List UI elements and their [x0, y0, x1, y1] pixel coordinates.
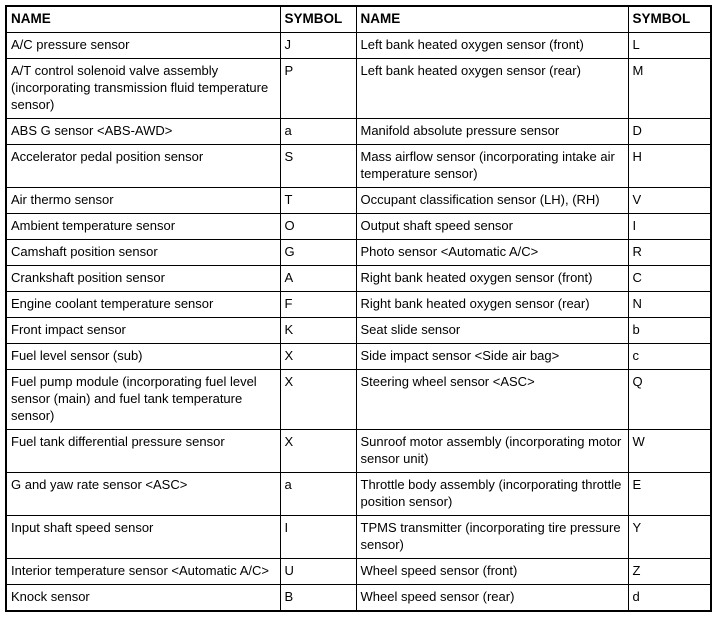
- sensor-name-cell: Fuel level sensor (sub): [5, 343, 281, 370]
- symbol-cell: E: [627, 472, 712, 516]
- table-row: Interior temperature sensor <Automatic A…: [5, 558, 712, 585]
- symbol-cell: A: [279, 265, 357, 292]
- table-row: Front impact sensor K Seat slide sensor b: [5, 317, 712, 344]
- symbol-cell: Z: [627, 558, 712, 585]
- table-row: Fuel pump module (incorporating fuel lev…: [5, 369, 712, 430]
- sensor-name-cell: Steering wheel sensor <ASC>: [355, 369, 629, 430]
- sensor-name-cell: Accelerator pedal position sensor: [5, 144, 281, 188]
- symbol-cell: R: [627, 239, 712, 266]
- symbol-cell: T: [279, 187, 357, 214]
- sensor-name-cell: Mass airflow sensor (incorporating intak…: [355, 144, 629, 188]
- sensor-name-cell: Left bank heated oxygen sensor (rear): [355, 58, 629, 119]
- symbol-cell: O: [279, 213, 357, 240]
- symbol-cell: G: [279, 239, 357, 266]
- symbol-cell: N: [627, 291, 712, 318]
- sensor-name-cell: Right bank heated oxygen sensor (rear): [355, 291, 629, 318]
- symbol-cell: M: [627, 58, 712, 119]
- sensor-name-cell: Seat slide sensor: [355, 317, 629, 344]
- table-row: Ambient temperature sensor O Output shaft …: [5, 213, 712, 240]
- sensor-name-cell: ABS G sensor <ABS-AWD>: [5, 118, 281, 145]
- symbol-cell: X: [279, 343, 357, 370]
- table-row: Engine coolant temperature sensor F Right …: [5, 291, 712, 318]
- column-header-symbol-right: SYMBOL: [627, 5, 712, 33]
- sensor-name-cell: Front impact sensor: [5, 317, 281, 344]
- table-row: G and yaw rate sensor <ASC> a Throttle bod…: [5, 472, 712, 516]
- symbol-cell: Q: [627, 369, 712, 430]
- sensor-name-cell: Camshaft position sensor: [5, 239, 281, 266]
- symbol-cell: D: [627, 118, 712, 145]
- sensor-name-cell: Ambient temperature sensor: [5, 213, 281, 240]
- symbol-cell: U: [279, 558, 357, 585]
- sensor-name-cell: Sunroof motor assembly (incorporating mo…: [355, 429, 629, 473]
- symbol-cell: S: [279, 144, 357, 188]
- sensor-name-cell: Crankshaft position sensor: [5, 265, 281, 292]
- sensor-name-cell: Fuel pump module (incorporating fuel lev…: [5, 369, 281, 430]
- sensor-name-cell: Right bank heated oxygen sensor (front): [355, 265, 629, 292]
- sensor-name-cell: Left bank heated oxygen sensor (front): [355, 32, 629, 59]
- sensor-name-cell: Photo sensor <Automatic A/C>: [355, 239, 629, 266]
- sensor-name-cell: Knock sensor: [5, 584, 281, 612]
- sensor-name-cell: Manifold absolute pressure sensor: [355, 118, 629, 145]
- column-header-name-right: NAME: [355, 5, 629, 33]
- table-row: A/C pressure sensor J Left bank heated oxy…: [5, 32, 712, 59]
- sensor-name-cell: Wheel speed sensor (front): [355, 558, 629, 585]
- table-row: A/T control solenoid valve assembly (inc…: [5, 58, 712, 119]
- sensor-name-cell: Side impact sensor <Side air bag>: [355, 343, 629, 370]
- symbol-cell: X: [279, 429, 357, 473]
- symbol-cell: F: [279, 291, 357, 318]
- table-row: Knock sensor B Wheel speed sensor (rear) d: [5, 584, 712, 612]
- sensor-name-cell: Output shaft speed sensor: [355, 213, 629, 240]
- symbol-cell: b: [627, 317, 712, 344]
- symbol-cell: H: [627, 144, 712, 188]
- column-header-name-left: NAME: [5, 5, 281, 33]
- sensor-name-cell: Occupant classification sensor (LH), (RH…: [355, 187, 629, 214]
- sensor-name-cell: Interior temperature sensor <Automatic A…: [5, 558, 281, 585]
- sensor-symbol-table: NAME SYMBOL NAME SYMBOL A/C pressure sen…: [5, 5, 712, 612]
- table-header-row: NAME SYMBOL NAME SYMBOL: [5, 5, 712, 33]
- table-row: Crankshaft position sensor A Right bank he…: [5, 265, 712, 292]
- sensor-name-cell: Input shaft speed sensor: [5, 515, 281, 559]
- table-row: Input shaft speed sensor I TPMS transmitte…: [5, 515, 712, 559]
- symbol-cell: W: [627, 429, 712, 473]
- symbol-cell: I: [279, 515, 357, 559]
- table-row: Fuel tank differential pressure sensor X S…: [5, 429, 712, 473]
- symbol-cell: L: [627, 32, 712, 59]
- sensor-name-cell: Fuel tank differential pressure sensor: [5, 429, 281, 473]
- sensor-name-cell: TPMS transmitter (incorporating tire pre…: [355, 515, 629, 559]
- table-row: Accelerator pedal position sensor S Mass a…: [5, 144, 712, 188]
- table-row: ABS G sensor <ABS-AWD> a Manifold absolute…: [5, 118, 712, 145]
- symbol-cell: c: [627, 343, 712, 370]
- symbol-cell: I: [627, 213, 712, 240]
- sensor-name-cell: Wheel speed sensor (rear): [355, 584, 629, 612]
- symbol-cell: X: [279, 369, 357, 430]
- symbol-cell: J: [279, 32, 357, 59]
- sensor-name-cell: Engine coolant temperature sensor: [5, 291, 281, 318]
- sensor-name-cell: Air thermo sensor: [5, 187, 281, 214]
- sensor-name-cell: Throttle body assembly (incorporating th…: [355, 472, 629, 516]
- sensor-name-cell: A/C pressure sensor: [5, 32, 281, 59]
- table-row: Fuel level sensor (sub) X Side impact sens…: [5, 343, 712, 370]
- symbol-cell: V: [627, 187, 712, 214]
- table-row: Air thermo sensor T Occupant classificatio…: [5, 187, 712, 214]
- symbol-cell: a: [279, 472, 357, 516]
- symbol-cell: K: [279, 317, 357, 344]
- sensor-name-cell: A/T control solenoid valve assembly (inc…: [5, 58, 281, 119]
- symbol-cell: B: [279, 584, 357, 612]
- table-body: A/C pressure sensor J Left bank heated oxy…: [5, 32, 712, 612]
- sensor-name-cell: G and yaw rate sensor <ASC>: [5, 472, 281, 516]
- symbol-cell: Y: [627, 515, 712, 559]
- symbol-cell: C: [627, 265, 712, 292]
- table-row: Camshaft position sensor G Photo sensor <A…: [5, 239, 712, 266]
- symbol-cell: d: [627, 584, 712, 612]
- symbol-cell: P: [279, 58, 357, 119]
- symbol-cell: a: [279, 118, 357, 145]
- column-header-symbol-left: SYMBOL: [279, 5, 357, 33]
